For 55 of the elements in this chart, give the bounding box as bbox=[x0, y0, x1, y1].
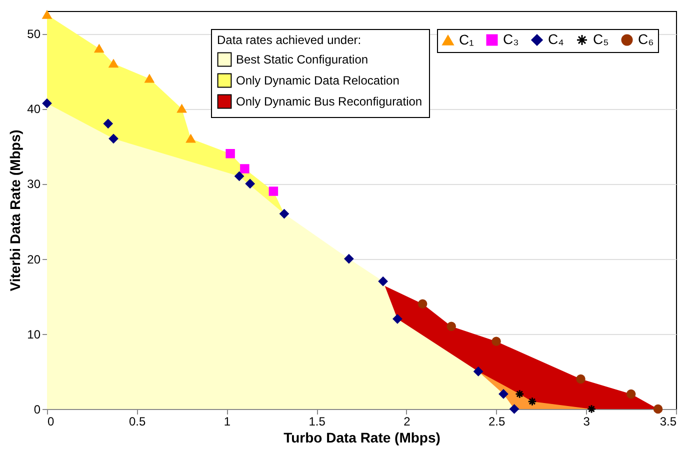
point bbox=[177, 104, 186, 113]
point bbox=[94, 44, 104, 53]
point bbox=[474, 366, 483, 376]
x-tick-label: 2 bbox=[404, 414, 411, 428]
legend-label: Only Dynamic Data Relocation bbox=[236, 74, 400, 88]
point bbox=[226, 149, 235, 158]
point bbox=[515, 389, 524, 399]
point bbox=[492, 336, 501, 346]
point bbox=[510, 404, 519, 414]
point bbox=[103, 119, 113, 128]
x-axis-title: Turbo Data Rate (Mbps) bbox=[284, 430, 440, 446]
point bbox=[653, 404, 663, 414]
point bbox=[446, 322, 456, 332]
x-tick-label: 3.5 bbox=[660, 414, 677, 428]
y-tick-label: 20 bbox=[27, 252, 41, 266]
legend-label: Best Static Configuration bbox=[236, 52, 368, 66]
point bbox=[418, 299, 428, 308]
x-tick-label: 0.5 bbox=[129, 414, 146, 428]
legend-label: Only Dynamic Bus Reconfiguration bbox=[236, 94, 422, 108]
y-tick-label: 0 bbox=[34, 402, 41, 416]
point bbox=[392, 314, 402, 324]
point bbox=[186, 134, 196, 143]
point bbox=[268, 186, 278, 196]
point bbox=[144, 74, 154, 83]
legend-label: C₃ bbox=[503, 31, 519, 47]
legend-label: C₅ bbox=[593, 31, 609, 47]
point bbox=[42, 98, 52, 108]
point bbox=[240, 164, 250, 174]
point bbox=[586, 404, 596, 414]
x-tick-label: 3 bbox=[583, 414, 590, 428]
point bbox=[528, 396, 537, 406]
legend-title: Data rates achieved under: bbox=[217, 33, 362, 47]
point bbox=[42, 10, 52, 19]
legend-label: C₁ bbox=[459, 31, 474, 48]
y-tick-label: 50 bbox=[27, 27, 41, 42]
legend-label: C₄ bbox=[548, 31, 564, 47]
point bbox=[344, 254, 354, 264]
y-tick-label: 40 bbox=[27, 102, 41, 116]
x-tick-label: 1 bbox=[224, 414, 231, 428]
point bbox=[108, 134, 118, 144]
point bbox=[280, 209, 289, 218]
point bbox=[576, 374, 586, 384]
x-tick-label: 1.5 bbox=[308, 414, 326, 428]
y-tick-label: 30 bbox=[27, 177, 41, 192]
point bbox=[498, 389, 508, 399]
point bbox=[378, 276, 388, 286]
x-tick-label: 2.5 bbox=[488, 414, 506, 428]
point bbox=[626, 389, 636, 399]
point bbox=[108, 59, 118, 68]
x-tick-label: 0 bbox=[48, 414, 54, 428]
point bbox=[234, 172, 244, 181]
y-tick-label: 10 bbox=[27, 327, 41, 342]
y-axis-title: Viterbi Data Rate (Mbps) bbox=[7, 130, 24, 292]
legend-label: C₆ bbox=[638, 31, 654, 47]
point bbox=[245, 179, 255, 188]
